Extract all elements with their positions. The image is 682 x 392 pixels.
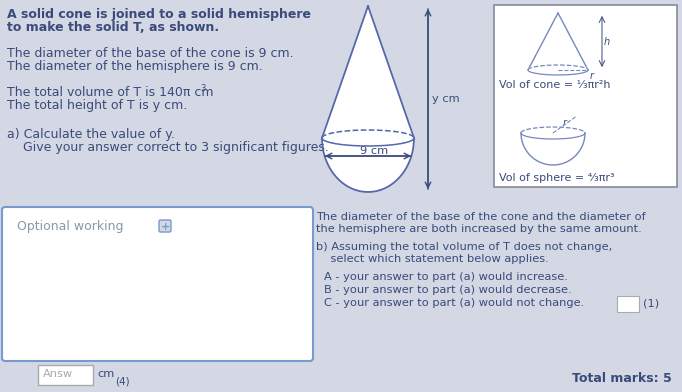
- Text: A - your answer to part (a) would increase.: A - your answer to part (a) would increa…: [324, 272, 568, 282]
- Text: Optional working: Optional working: [17, 220, 123, 233]
- Text: The total height of T is y cm.: The total height of T is y cm.: [7, 99, 188, 112]
- Text: h: h: [604, 36, 610, 47]
- Polygon shape: [322, 6, 414, 138]
- Text: Vol of sphere = ⁴⁄₃πr³: Vol of sphere = ⁴⁄₃πr³: [499, 173, 614, 183]
- Text: y cm: y cm: [432, 94, 460, 104]
- FancyBboxPatch shape: [494, 5, 677, 187]
- Text: +: +: [160, 222, 170, 232]
- FancyBboxPatch shape: [38, 365, 93, 385]
- Polygon shape: [521, 133, 585, 165]
- Text: to make the solid T, as shown.: to make the solid T, as shown.: [7, 21, 219, 34]
- Text: Vol of cone = ¹⁄₃πr²h: Vol of cone = ¹⁄₃πr²h: [499, 80, 610, 90]
- Text: Answ: Answ: [43, 369, 73, 379]
- Text: cm: cm: [97, 369, 115, 379]
- Polygon shape: [322, 138, 414, 192]
- Polygon shape: [528, 13, 588, 70]
- Text: the hemisphere are both increased by the same amount.: the hemisphere are both increased by the…: [316, 224, 642, 234]
- Text: (4): (4): [115, 377, 130, 387]
- Text: r: r: [562, 118, 566, 129]
- Text: C - your answer to part (a) would not change.: C - your answer to part (a) would not ch…: [324, 298, 584, 308]
- Text: Total marks: 5: Total marks: 5: [572, 372, 672, 385]
- Text: 3: 3: [200, 84, 205, 93]
- FancyBboxPatch shape: [159, 220, 171, 232]
- Polygon shape: [528, 65, 588, 75]
- FancyBboxPatch shape: [617, 296, 639, 312]
- Text: 9 cm: 9 cm: [360, 146, 388, 156]
- Text: Give your answer correct to 3 significant figures.: Give your answer correct to 3 significan…: [7, 141, 329, 154]
- Text: The diameter of the base of the cone is 9 cm.: The diameter of the base of the cone is …: [7, 47, 294, 60]
- Text: The diameter of the hemisphere is 9 cm.: The diameter of the hemisphere is 9 cm.: [7, 60, 263, 73]
- FancyBboxPatch shape: [2, 207, 313, 361]
- Text: The total volume of T is 140π cm: The total volume of T is 140π cm: [7, 86, 213, 99]
- Text: select which statement below applies.: select which statement below applies.: [316, 254, 549, 264]
- Text: A solid cone is joined to a solid hemisphere: A solid cone is joined to a solid hemisp…: [7, 8, 311, 21]
- Text: b) Assuming the total volume of T does not change,: b) Assuming the total volume of T does n…: [316, 242, 612, 252]
- Text: a) Calculate the value of y.: a) Calculate the value of y.: [7, 128, 175, 141]
- Text: (1): (1): [643, 298, 659, 308]
- Text: The diameter of the base of the cone and the diameter of: The diameter of the base of the cone and…: [316, 212, 646, 222]
- Text: B - your answer to part (a) would decrease.: B - your answer to part (a) would decrea…: [324, 285, 572, 295]
- Text: r: r: [590, 71, 594, 81]
